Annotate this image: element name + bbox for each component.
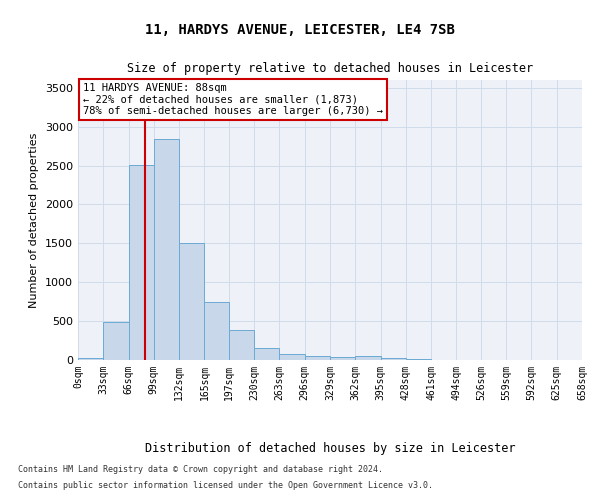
Bar <box>280 354 305 360</box>
Bar <box>78 358 103 360</box>
Bar <box>330 357 355 360</box>
Title: Size of property relative to detached houses in Leicester: Size of property relative to detached ho… <box>127 62 533 74</box>
X-axis label: Distribution of detached houses by size in Leicester: Distribution of detached houses by size … <box>145 442 515 455</box>
Text: 11 HARDYS AVENUE: 88sqm
← 22% of detached houses are smaller (1,873)
78% of semi: 11 HARDYS AVENUE: 88sqm ← 22% of detache… <box>83 83 383 116</box>
Text: Contains HM Land Registry data © Crown copyright and database right 2024.: Contains HM Land Registry data © Crown c… <box>18 466 383 474</box>
Bar <box>205 302 229 360</box>
Bar <box>380 358 406 360</box>
Bar <box>154 139 179 360</box>
Bar <box>179 244 205 360</box>
Bar <box>355 356 380 360</box>
Text: Contains public sector information licensed under the Open Government Licence v3: Contains public sector information licen… <box>18 480 433 490</box>
Bar <box>254 348 280 360</box>
Bar <box>305 356 330 360</box>
Bar <box>103 322 128 360</box>
Y-axis label: Number of detached properties: Number of detached properties <box>29 132 40 308</box>
Text: 11, HARDYS AVENUE, LEICESTER, LE4 7SB: 11, HARDYS AVENUE, LEICESTER, LE4 7SB <box>145 22 455 36</box>
Bar <box>406 359 431 360</box>
Bar <box>128 165 154 360</box>
Bar <box>229 330 254 360</box>
